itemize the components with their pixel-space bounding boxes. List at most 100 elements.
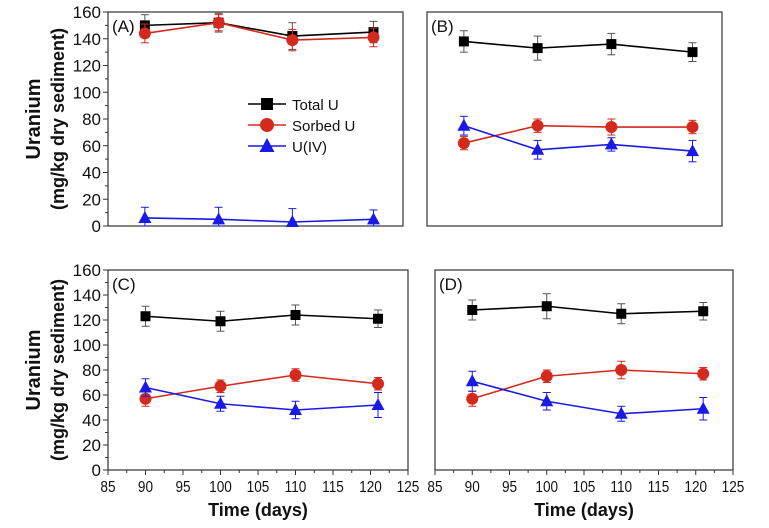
- x-tick-label: 120: [359, 479, 382, 496]
- triangle-marker: [138, 210, 152, 223]
- square-marker: [290, 310, 301, 320]
- series-2: [457, 115, 699, 163]
- square-marker: [687, 47, 698, 58]
- x-tick-label: 105: [247, 479, 270, 496]
- y-tick-label: 160: [73, 261, 101, 280]
- y-axis-label: Uranium: [23, 78, 45, 159]
- series-line: [145, 314, 379, 323]
- triangle-marker: [465, 374, 479, 387]
- series-line: [144, 217, 374, 223]
- series-line: [472, 380, 704, 415]
- y-tick-label: 40: [82, 164, 101, 183]
- circle-marker: [697, 367, 710, 380]
- x-axis-label: Time (days): [534, 500, 634, 520]
- y-tick-label: 140: [73, 30, 101, 49]
- x-tick-label: 110: [610, 479, 632, 496]
- y-tick-label: 80: [82, 110, 101, 129]
- circle-marker: [466, 392, 479, 405]
- y-tick-label: 120: [73, 57, 101, 76]
- x-tick-label: 90: [138, 479, 153, 496]
- panel-b: (B): [426, 11, 723, 227]
- circle-marker: [138, 27, 151, 40]
- circle-marker: [457, 137, 470, 150]
- y-tick-label: 0: [92, 217, 101, 236]
- triangle-marker: [604, 137, 618, 150]
- series-2: [138, 206, 380, 227]
- plot-frame: [434, 269, 734, 471]
- x-tick-label: 120: [684, 479, 707, 496]
- y-tick-label: 140: [73, 286, 101, 305]
- panel-label: (D): [439, 275, 463, 294]
- square-marker: [606, 39, 617, 50]
- panel-c: (C) 0 20 40 60 80 100 120 140 160 85 90 95 100 105 110 1…: [23, 261, 419, 520]
- legend: Total U Sorbed U U(IV): [248, 97, 355, 156]
- square-marker: [616, 308, 627, 319]
- y-axis-label-units: (mg/kg dry sediment): [48, 279, 68, 461]
- triangle-marker: [139, 380, 152, 393]
- circle-marker: [531, 119, 544, 132]
- y-tick-label: 60: [82, 386, 101, 405]
- triangle-marker: [540, 394, 554, 407]
- square-marker: [215, 316, 226, 327]
- y-tick-label: 20: [82, 190, 101, 209]
- circle-marker: [260, 118, 274, 132]
- series-0: [467, 293, 709, 325]
- x-tick-label: 110: [285, 479, 307, 496]
- y-tick-label: 100: [73, 83, 101, 102]
- triangle-marker: [214, 396, 227, 409]
- series-1: [457, 118, 699, 151]
- triangle-marker: [457, 118, 471, 131]
- circle-marker: [286, 34, 299, 47]
- x-tick-label: 125: [397, 479, 420, 496]
- legend-label: U(IV): [292, 139, 327, 156]
- x-tick-label: 100: [535, 479, 558, 496]
- y-axis-label-units: (mg/kg dry sediment): [48, 28, 68, 210]
- x-tick-label: 100: [209, 479, 232, 496]
- plot-frame: [107, 11, 404, 227]
- series-1: [466, 360, 710, 407]
- square-marker: [261, 98, 273, 110]
- x-tick-label: 105: [573, 479, 596, 496]
- x-tick-label: 85: [427, 479, 442, 496]
- y-tick-label: 40: [82, 411, 101, 430]
- square-marker: [532, 43, 543, 54]
- series-2: [139, 378, 385, 420]
- x-tick-label: 85: [100, 479, 115, 496]
- circle-marker: [615, 364, 628, 376]
- triangle-marker: [285, 214, 299, 227]
- circle-marker: [372, 377, 384, 390]
- series-0: [140, 304, 383, 332]
- x-tick-label: 90: [465, 479, 480, 496]
- circle-marker: [605, 121, 618, 134]
- series-line: [463, 124, 693, 152]
- x-tick-label: 125: [722, 479, 745, 496]
- x-axis-label: Time (days): [208, 500, 308, 520]
- square-marker: [541, 301, 552, 312]
- series-line: [472, 305, 704, 315]
- triangle-marker: [686, 144, 699, 157]
- y-tick-label: 120: [73, 311, 101, 330]
- triangle-marker: [371, 398, 385, 410]
- y-tick-label: 60: [82, 137, 101, 156]
- square-marker: [698, 306, 709, 317]
- y-tick-label: 160: [73, 3, 101, 22]
- y-tick-label: 80: [82, 361, 101, 380]
- y-axis-label: Uranium: [23, 329, 45, 410]
- legend-label: Total U: [292, 97, 339, 114]
- x-tick-label: 115: [322, 479, 344, 496]
- series-0: [458, 30, 698, 62]
- circle-marker: [214, 380, 227, 393]
- series-line: [144, 21, 374, 37]
- y-tick-label: 20: [82, 436, 101, 455]
- triangle-marker: [531, 142, 545, 155]
- series-line: [144, 21, 374, 41]
- series-1: [139, 368, 384, 407]
- x-tick-label: 95: [175, 479, 190, 496]
- x-tick-label: 95: [502, 479, 517, 496]
- y-tick-label: 0: [92, 461, 101, 480]
- triangle-marker: [614, 406, 628, 419]
- circle-marker: [686, 121, 699, 134]
- square-marker: [140, 311, 151, 322]
- square-marker: [467, 305, 478, 315]
